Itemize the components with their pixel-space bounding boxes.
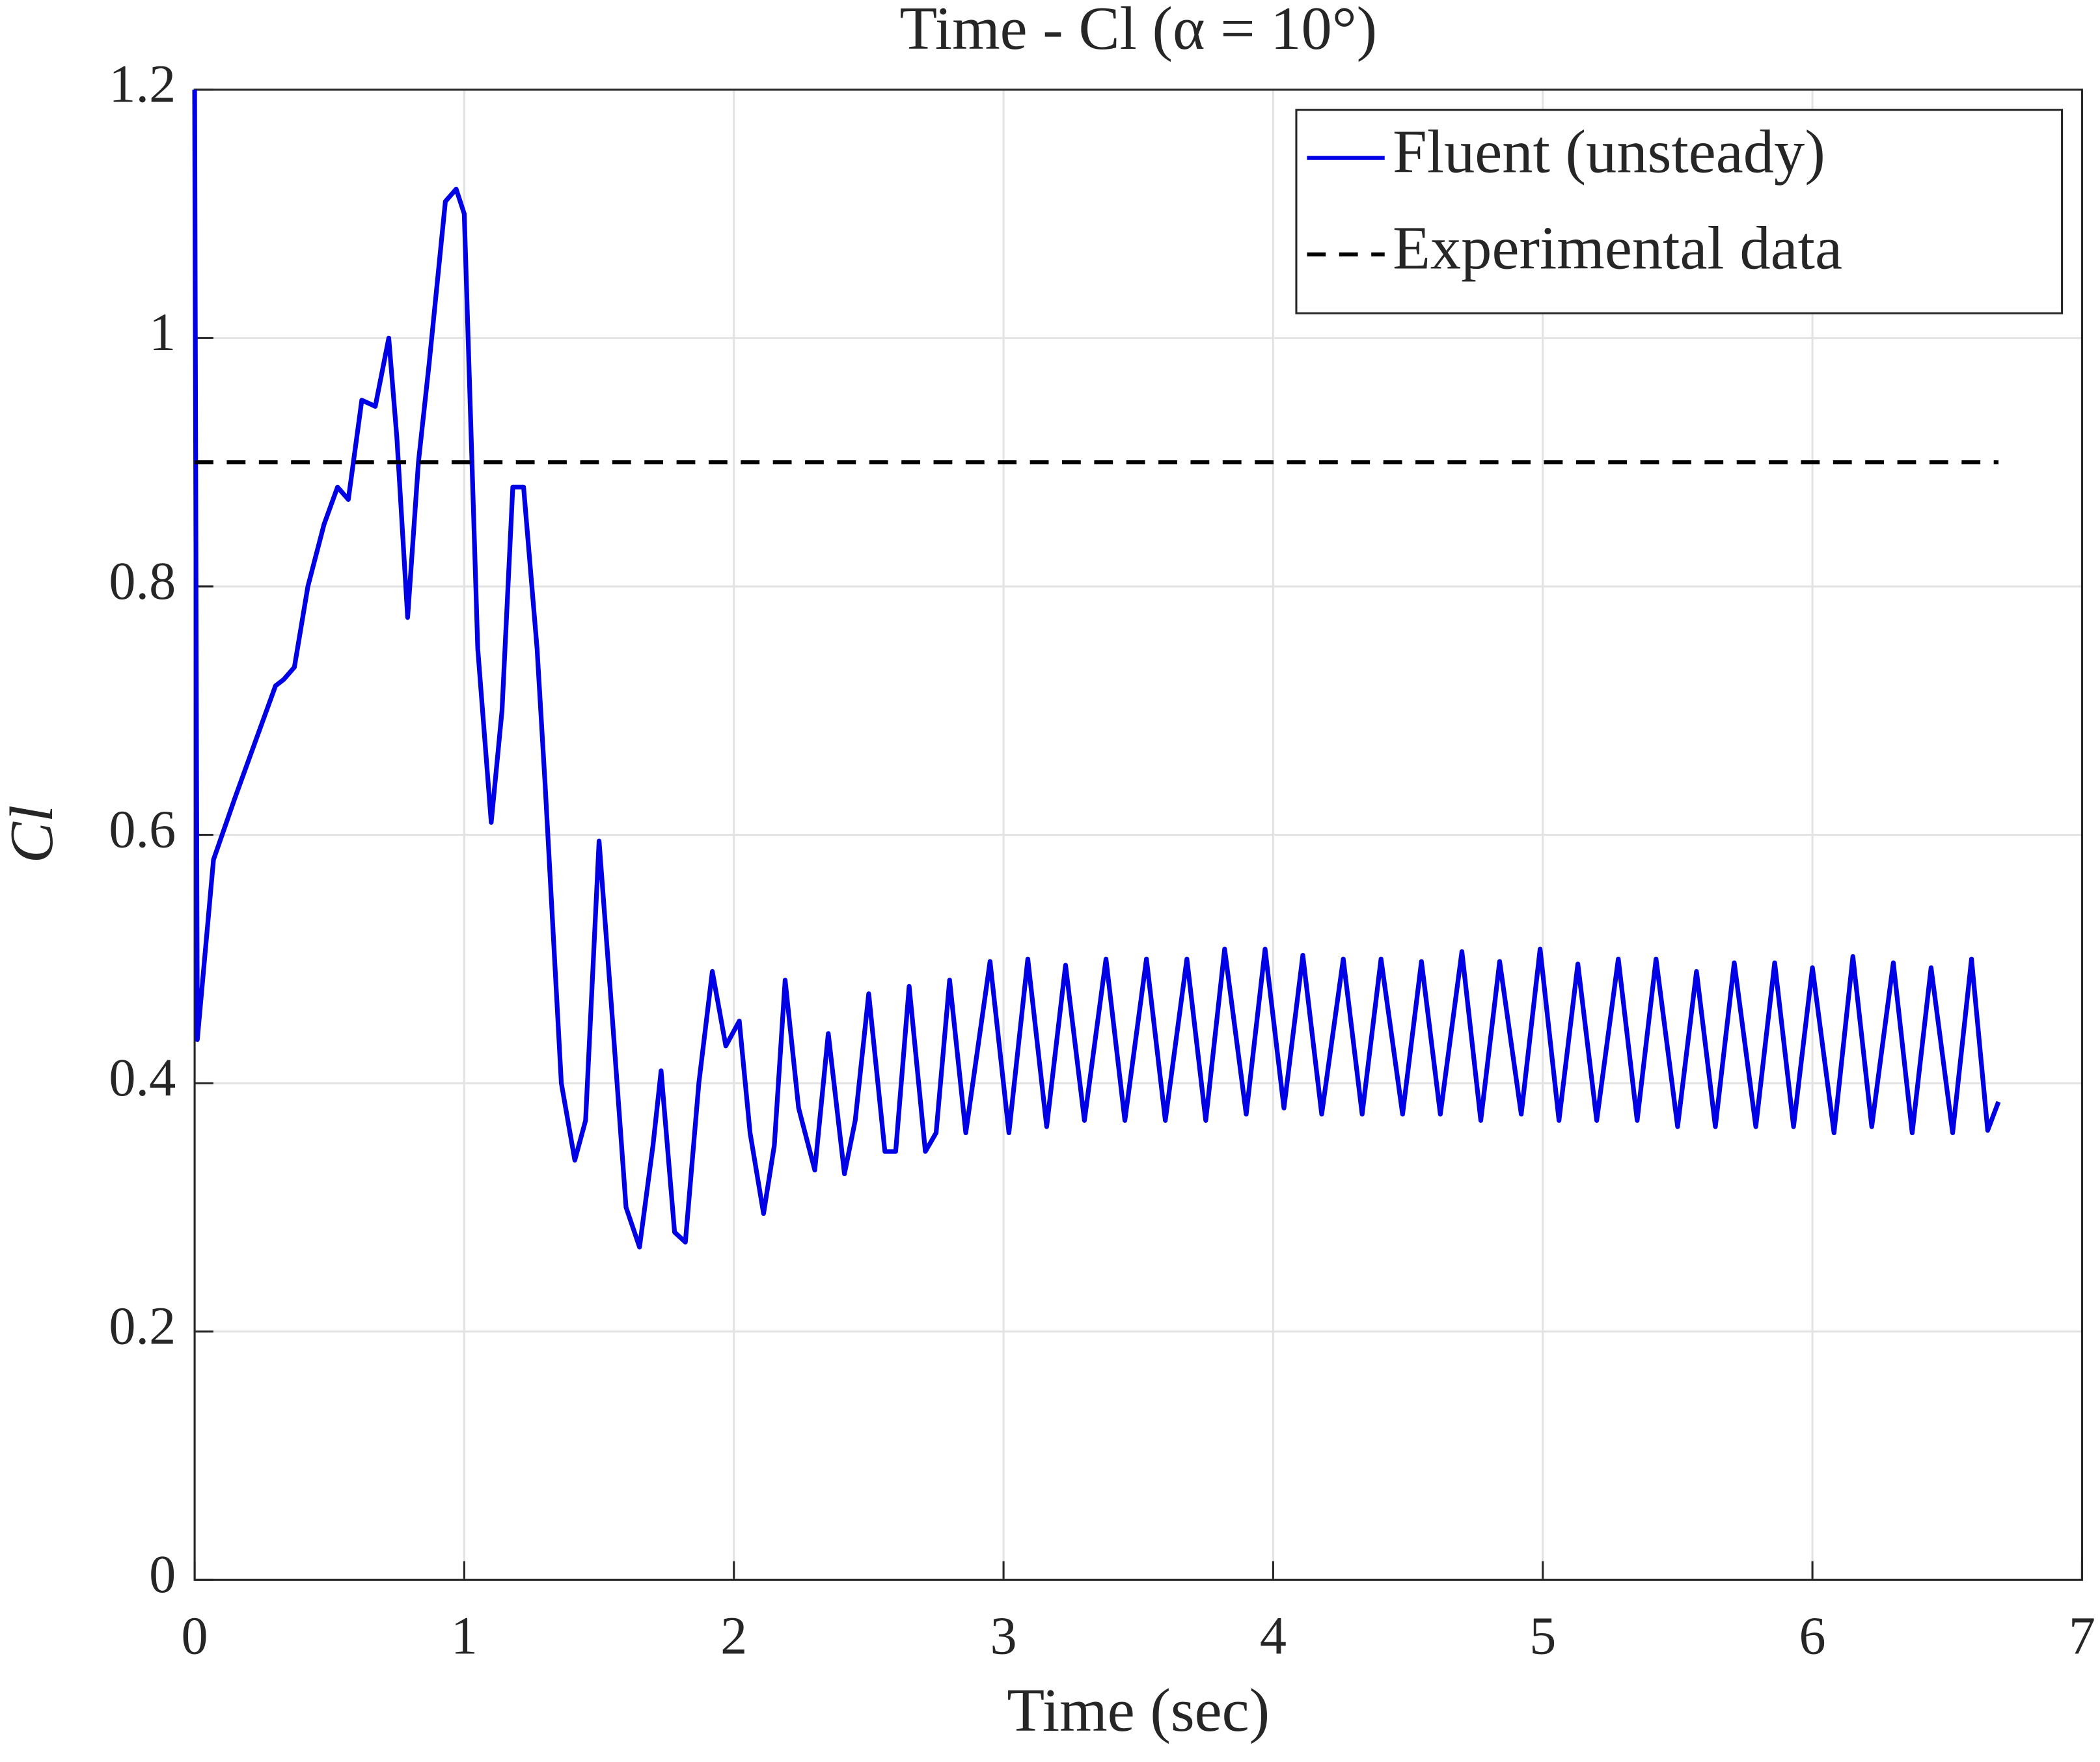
x-tick-label: 4	[1260, 1606, 1287, 1666]
y-tick-label: 0.8	[109, 551, 176, 611]
y-axis-label: Cl	[0, 805, 66, 863]
y-tick-label: 0.4	[109, 1048, 176, 1107]
y-tick-label: 0.6	[109, 799, 176, 859]
x-axis-label: Time (sec)	[1007, 1677, 1270, 1744]
legend-label: Experimental data	[1393, 215, 1842, 282]
y-tick-label: 0	[149, 1545, 176, 1604]
x-tick-label: 6	[1799, 1606, 1826, 1666]
x-tick-label: 0	[182, 1606, 208, 1666]
x-tick-label: 2	[720, 1606, 747, 1666]
x-tick-label: 1	[451, 1606, 478, 1666]
legend-label: Fluent (unsteady)	[1393, 118, 1825, 186]
x-tick-label: 5	[1529, 1606, 1556, 1666]
x-tick-label: 7	[2069, 1606, 2095, 1666]
legend-box	[1295, 109, 2064, 314]
chart-title: Time - Cl (α = 10°)	[899, 0, 1377, 62]
y-tick-label: 0.2	[109, 1297, 176, 1356]
series-line	[192, 89, 2001, 1250]
y-tick-label: 1	[149, 303, 176, 362]
y-tick-label: 1.2	[109, 55, 176, 114]
x-tick-label: 3	[990, 1606, 1017, 1666]
